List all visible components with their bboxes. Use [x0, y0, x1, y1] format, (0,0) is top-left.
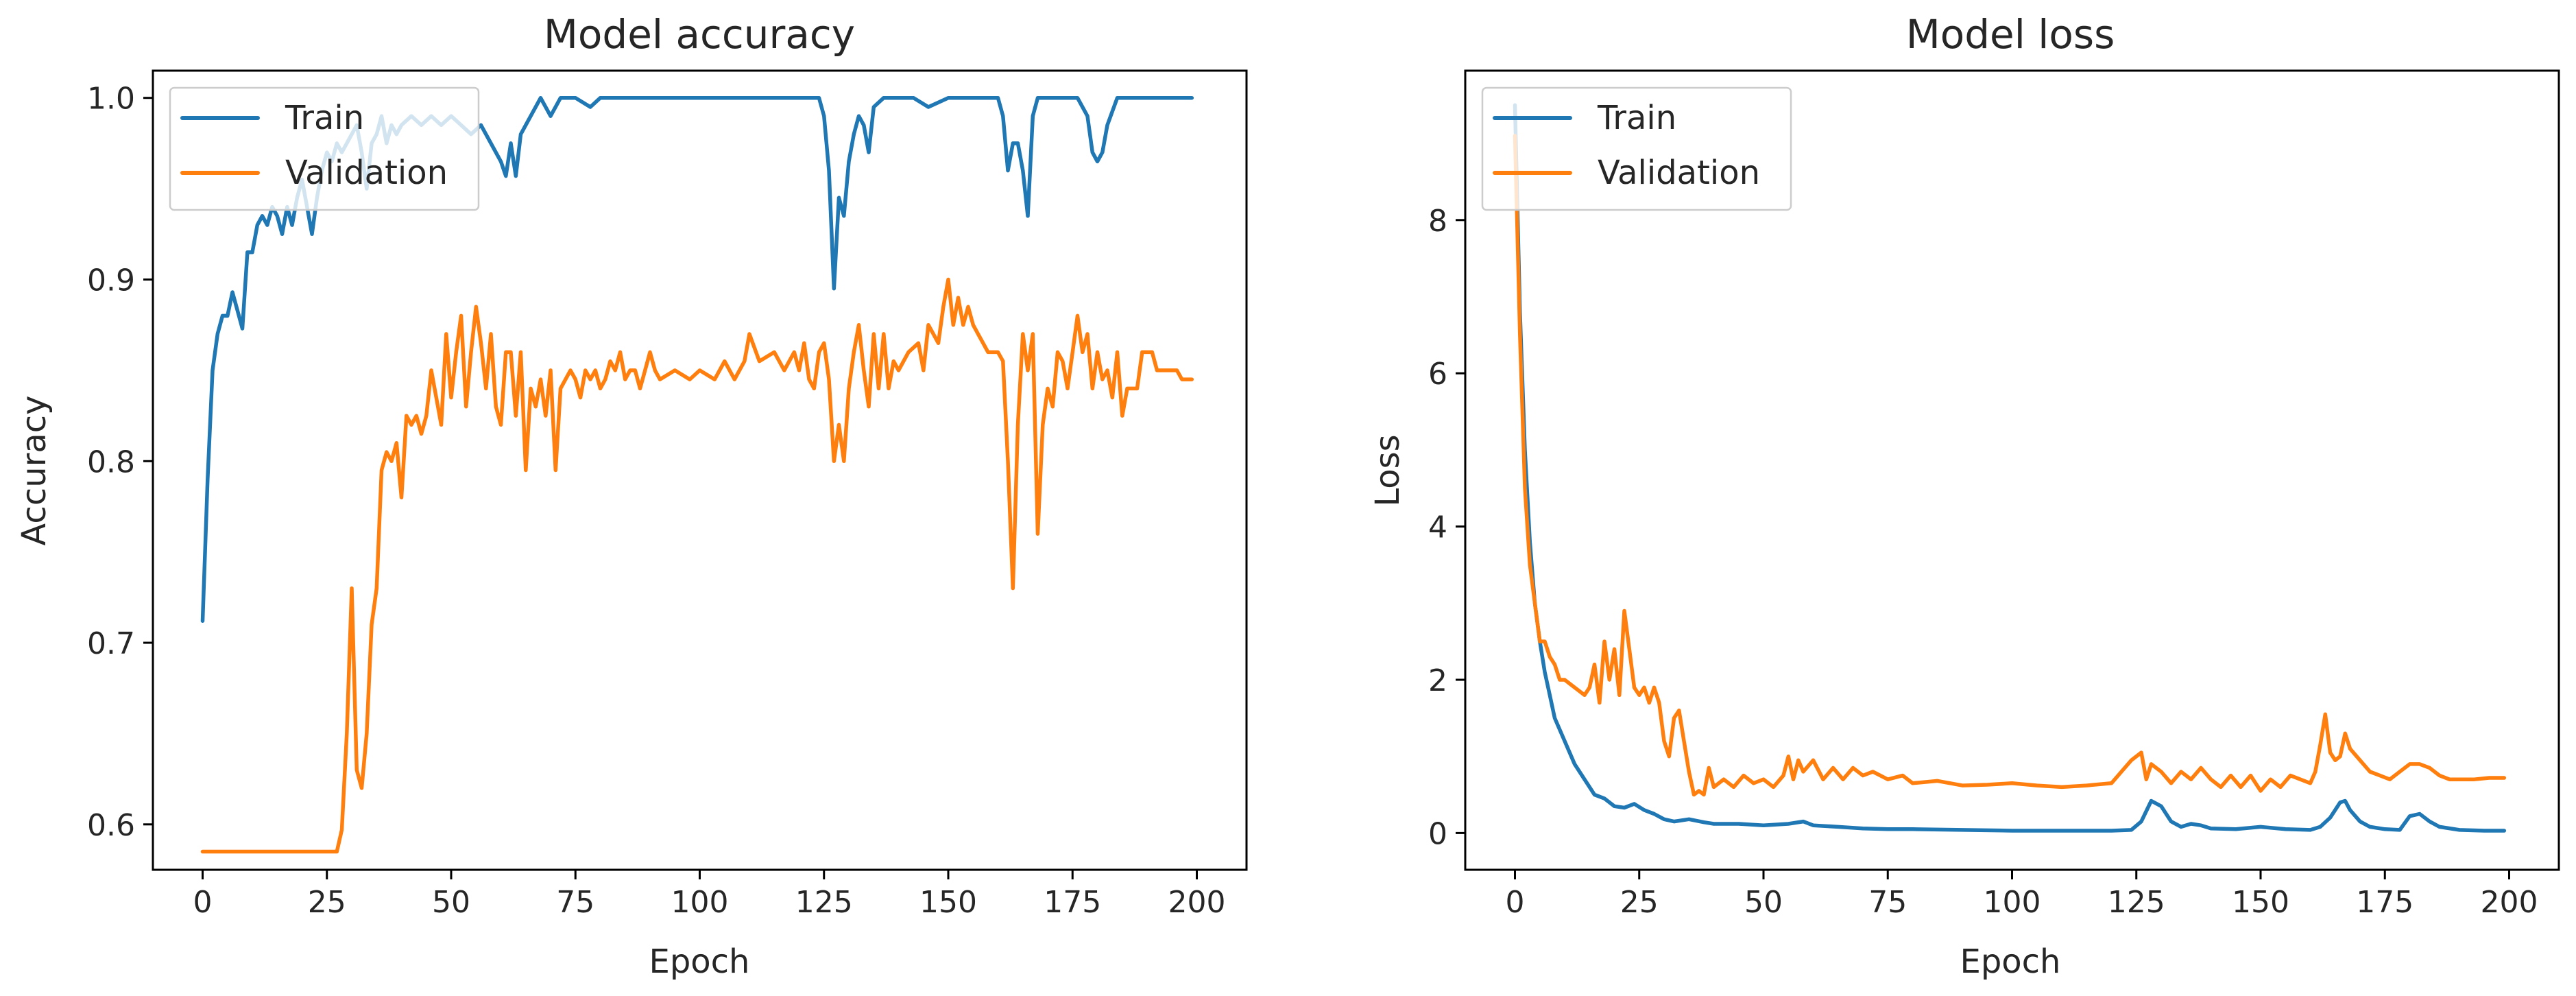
- x-tick-label: 75: [1868, 885, 1907, 920]
- legend: Train Validation: [169, 86, 480, 211]
- x-tick-label: 25: [308, 885, 346, 920]
- y-tick-label: 4: [1428, 510, 1447, 545]
- legend-label-validation: Validation: [285, 154, 448, 192]
- x-tick-label: 75: [556, 885, 594, 920]
- y-axis-label: Accuracy: [15, 395, 53, 545]
- x-tick-label: 200: [1168, 885, 1226, 920]
- x-tick-label: 0: [1506, 885, 1525, 920]
- x-tick-label: 125: [795, 885, 853, 920]
- x-axis-ticks: 0 25 50 75 100 125 150 175 200: [193, 870, 1226, 920]
- legend-label-validation: Validation: [1598, 154, 1760, 192]
- legend-label-train: Train: [285, 99, 364, 137]
- x-tick-label: 100: [1984, 885, 2041, 920]
- x-tick-label: 200: [2481, 885, 2538, 920]
- x-tick-label: 50: [1744, 885, 1783, 920]
- x-axis-label: Epoch: [649, 942, 750, 981]
- x-tick-label: 0: [193, 885, 213, 920]
- legend-label-train: Train: [1597, 99, 1676, 137]
- x-axis-ticks: 0 25 50 75 100 125 150 175 200: [1506, 870, 2538, 920]
- accuracy-chart: Model accuracy 0 25 50 75 100 125 150 175 200 0.…: [15, 11, 1248, 981]
- y-tick-label: 0.8: [87, 444, 135, 479]
- y-axis-ticks: 0 2 4 6 8: [1428, 204, 1465, 851]
- y-axis-label: Loss: [1369, 434, 1407, 506]
- legend: Train Validation: [1481, 86, 1792, 211]
- y-tick-label: 8: [1428, 204, 1447, 239]
- x-tick-label: 150: [2232, 885, 2289, 920]
- x-tick-label: 100: [671, 885, 729, 920]
- x-tick-label: 50: [432, 885, 470, 920]
- x-tick-label: 175: [1044, 885, 1101, 920]
- plot-area: [200, 95, 1194, 854]
- series-line-validation: [200, 277, 1194, 854]
- x-axis-label: Epoch: [1960, 942, 2061, 981]
- chart-title: Model loss: [1906, 11, 2115, 58]
- y-tick-label: 0.6: [87, 808, 135, 843]
- y-tick-label: 1.0: [87, 82, 135, 117]
- x-tick-label: 25: [1620, 885, 1659, 920]
- y-tick-label: 0: [1428, 816, 1447, 851]
- x-tick-label: 150: [919, 885, 977, 920]
- y-tick-label: 0.9: [87, 263, 135, 298]
- chart-title: Model accuracy: [544, 11, 855, 58]
- y-tick-label: 2: [1428, 663, 1447, 698]
- x-tick-label: 125: [2108, 885, 2165, 920]
- plot-area: [1513, 103, 2507, 833]
- y-tick-label: 0.7: [87, 626, 135, 661]
- y-tick-label: 6: [1428, 357, 1447, 392]
- series-line-validation: [1513, 134, 2507, 797]
- series-line-train: [1513, 103, 2507, 833]
- loss-chart: Model loss 0 25 50 75 100 125 150 175 200 02468 …: [1369, 11, 2560, 981]
- x-tick-label: 175: [2356, 885, 2414, 920]
- y-axis-ticks: 0.6 0.7 0.8 0.9 1.0: [87, 82, 153, 843]
- series-line-train: [200, 95, 1194, 624]
